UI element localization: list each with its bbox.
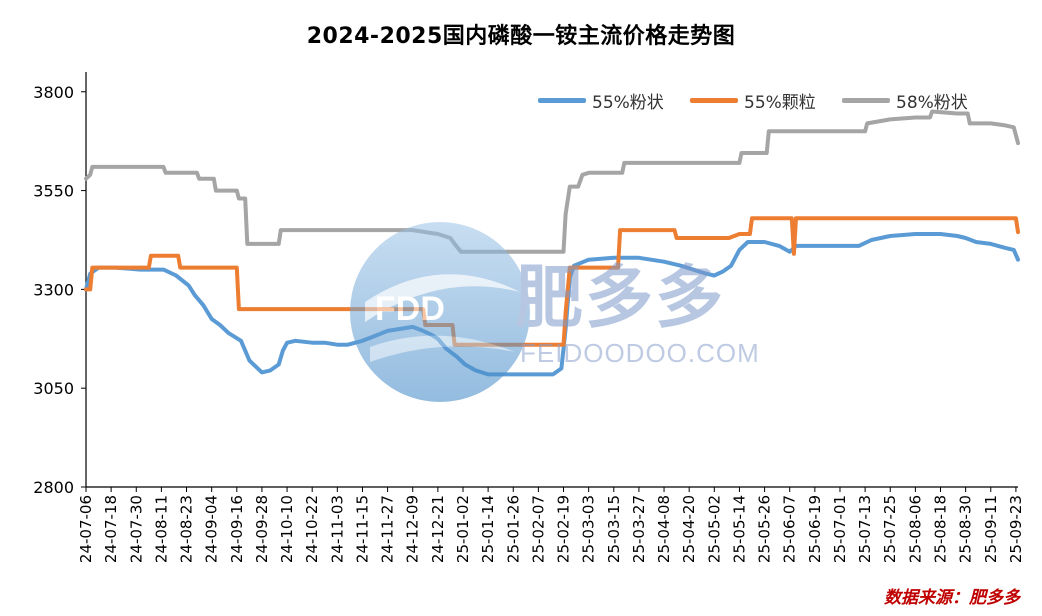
- x-tick-label: 24-08-11: [152, 495, 170, 563]
- x-tick-label: 25-08-18: [932, 495, 950, 563]
- x-tick-label: 25-07-01: [831, 495, 849, 563]
- x-tick-label: 25-09-11: [982, 495, 1000, 563]
- y-tick-label: 3550: [33, 182, 74, 201]
- x-tick-label: 25-03-03: [580, 495, 598, 563]
- x-tick-label: 24-07-18: [102, 495, 120, 563]
- x-tick-label: 25-04-08: [655, 495, 673, 563]
- axes: [85, 72, 1018, 488]
- x-tick-label: 24-12-09: [404, 495, 422, 563]
- x-tick-label: 24-08-23: [178, 495, 196, 563]
- series-line-2: [84, 109, 1020, 254]
- legend-item-58-powder: 58%粉状: [842, 88, 968, 113]
- chart-title: 2024-2025国内磷酸一铵主流价格走势图: [306, 24, 736, 49]
- x-tick-label: 24-11-15: [353, 495, 371, 563]
- legend-label: 58%粉状: [896, 93, 968, 113]
- x-tick-label: 25-03-15: [605, 495, 623, 563]
- x-tick-label: 25-02-07: [529, 495, 547, 563]
- legend-swatch: [842, 98, 890, 103]
- x-tick-label: 24-09-04: [203, 495, 221, 563]
- x-tick-label: 25-01-02: [454, 495, 472, 563]
- x-tick-label: 24-07-30: [127, 495, 145, 563]
- x-tick-label: 25-04-20: [680, 495, 698, 563]
- x-tick-label: 25-05-26: [756, 495, 774, 563]
- x-tick-label: 25-08-30: [957, 495, 975, 563]
- watermark-logo-text: FDD: [375, 290, 445, 328]
- legend-swatch: [538, 98, 586, 103]
- x-tick-label: 24-10-22: [303, 495, 321, 563]
- watermark-brand: 肥多多: [515, 259, 726, 338]
- watermark-logo-icon: [350, 222, 530, 402]
- x-tick-label: 25-03-27: [630, 495, 648, 563]
- x-tick-label: 25-09-23: [1007, 495, 1025, 563]
- legend-label: 55%粉状: [592, 93, 664, 113]
- watermark-site: FEIDOODOO.COM: [520, 338, 760, 368]
- legend-item-55-powder: 55%粉状: [538, 88, 664, 113]
- source-note: 数据来源：肥多多: [884, 588, 1020, 608]
- y-tick-label: 2800: [33, 478, 74, 497]
- x-tick-label: 25-05-14: [730, 495, 748, 563]
- x-tick-label: 25-02-19: [555, 495, 573, 563]
- x-tick-label: 25-07-25: [881, 495, 899, 563]
- y-tick-label: 3800: [33, 83, 74, 102]
- x-tick-label: 25-06-19: [806, 495, 824, 563]
- x-tick-label: 25-08-06: [906, 495, 924, 563]
- x-tick-label: 25-01-26: [504, 495, 522, 563]
- x-tick-label: 24-09-28: [253, 495, 271, 563]
- x-tick-label: 24-09-16: [228, 495, 246, 563]
- x-tick-label: 24-10-10: [278, 495, 296, 563]
- x-tick-label: 25-07-13: [856, 495, 874, 563]
- legend-label: 55%颗粒: [744, 93, 816, 113]
- legend-swatch: [690, 98, 738, 103]
- x-tick-label: 24-11-27: [379, 495, 397, 563]
- legend-item-55-granule: 55%颗粒: [690, 88, 816, 113]
- x-tick-label: 24-12-21: [429, 495, 447, 563]
- series-line-1: [84, 216, 1020, 347]
- x-axis-ticks: 24-07-06 24-07-18 24-07-30 24-08-11 24-08-23…: [77, 487, 1025, 563]
- y-tick-label: 3300: [33, 280, 74, 299]
- x-tick-label: 25-01-14: [479, 495, 497, 563]
- y-axis-ticks: 2800 3050 3300 3550 3800: [33, 83, 86, 497]
- watermark: FDD 肥多多 FEIDOODOO.COM: [345, 212, 765, 412]
- y-tick-label: 3050: [33, 379, 74, 398]
- x-tick-label: 25-05-02: [705, 495, 723, 563]
- x-tick-label: 24-11-03: [328, 495, 346, 563]
- x-tick-label: 24-07-06: [77, 495, 95, 563]
- x-tick-label: 25-06-07: [781, 495, 799, 563]
